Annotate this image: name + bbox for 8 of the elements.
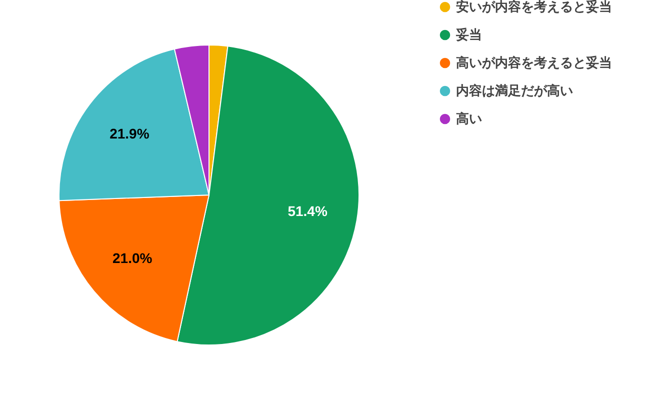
legend-label: 高いが内容を考えると妥当 <box>456 55 612 71</box>
data-label: 51.4% <box>288 202 328 219</box>
data-label: 21.9% <box>110 125 150 142</box>
legend-label: 内容は満足だが高い <box>456 83 573 99</box>
data-label: 21.0% <box>112 250 153 266</box>
legend-label: 安いが内容を考えると妥当 <box>456 0 612 15</box>
legend-label: 高い <box>456 111 482 127</box>
legend-label: 妥当 <box>455 27 482 43</box>
